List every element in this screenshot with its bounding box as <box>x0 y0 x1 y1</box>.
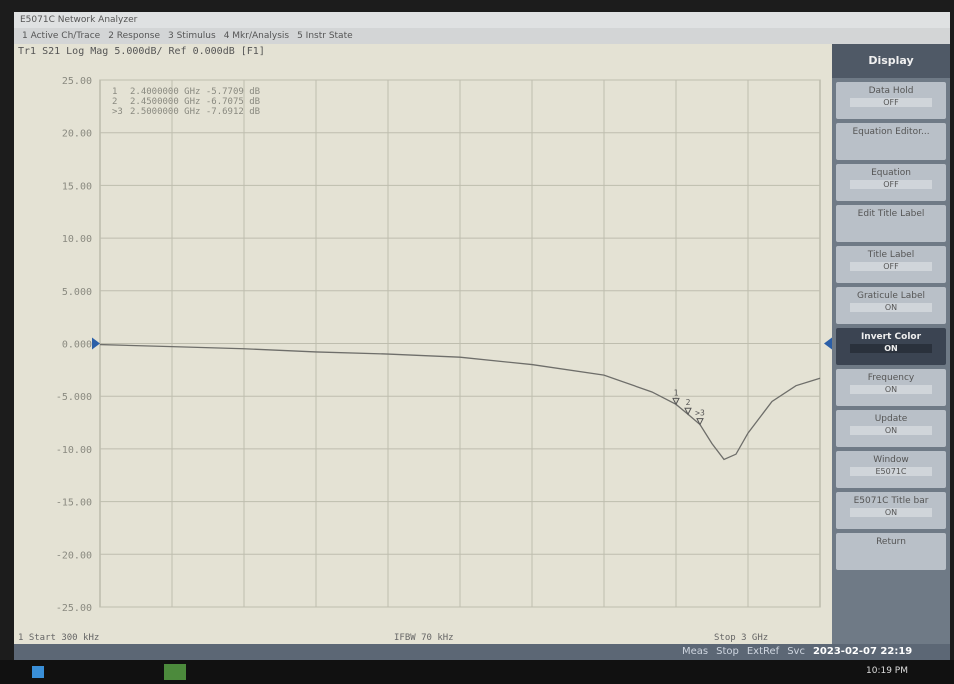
softkey[interactable]: Equation OFF <box>836 164 946 201</box>
softkey-label: Frequency <box>836 369 946 383</box>
marker-readout-number: 2 <box>112 97 117 107</box>
softkey[interactable]: Return <box>836 533 946 570</box>
menu-item[interactable]: 1 Active Ch/Trace <box>22 31 100 41</box>
y-tick-label: 25.00 <box>62 76 92 87</box>
softkey-state: OFF <box>850 180 932 189</box>
marker-number: 1 <box>674 388 679 397</box>
softkey-state: OFF <box>850 98 932 107</box>
y-tick-label: 0.000 <box>62 340 92 351</box>
menu-item[interactable]: 4 Mkr/Analysis <box>224 31 289 41</box>
y-tick-label: -10.00 <box>56 445 92 456</box>
softkey-label: Return <box>836 533 946 547</box>
status-item: Meas <box>682 646 708 657</box>
softkey-state: ON <box>850 385 932 394</box>
y-tick-label: -15.00 <box>56 498 92 509</box>
start-button[interactable] <box>32 666 44 678</box>
menu-bar: 1 Active Ch/Trace 2 Response 3 Stimulus 4 M… <box>14 28 950 44</box>
softkey-label: Graticule Label <box>836 287 946 301</box>
status-item: Svc <box>787 646 805 657</box>
status-item: ExtRef <box>747 646 779 657</box>
window-title: E5071C Network Analyzer <box>14 12 950 28</box>
app-icon[interactable] <box>164 664 186 680</box>
softkey[interactable]: Data Hold OFF <box>836 82 946 119</box>
marker-readout: 2.4000000 GHz -5.7709 dB <box>130 87 260 97</box>
ref-arrow-right <box>824 338 832 350</box>
marker <box>697 419 703 425</box>
chart-area: Tr1 S21 Log Mag 5.000dB/ Ref 0.000dB [F1… <box>14 44 832 644</box>
softkey[interactable]: Edit Title Label <box>836 205 946 242</box>
menu-item[interactable]: 3 Stimulus <box>168 31 216 41</box>
softkey[interactable]: Invert Color ON <box>836 328 946 365</box>
chart: Tr1 S21 Log Mag 5.000dB/ Ref 0.000dB [F1… <box>14 44 832 644</box>
y-tick-label: -5.000 <box>56 392 92 403</box>
softkey[interactable]: Graticule Label ON <box>836 287 946 324</box>
softkey[interactable]: Title Label OFF <box>836 246 946 283</box>
marker-readout-number: >3 <box>112 107 123 117</box>
softkey[interactable]: E5071C Title bar ON <box>836 492 946 529</box>
y-tick-label: 10.00 <box>62 234 92 245</box>
status-bar: Meas Stop ExtRef Svc 2023-02-07 22:19 <box>14 644 950 660</box>
y-tick-label: 20.00 <box>62 129 92 140</box>
y-tick-label: -20.00 <box>56 550 92 561</box>
marker-number: >3 <box>695 409 705 418</box>
softkey-panel: Display Data Hold OFF Equation Editor... Eq… <box>832 44 950 644</box>
trace-header: Tr1 S21 Log Mag 5.000dB/ Ref 0.000dB [F1… <box>18 46 265 57</box>
softkey-label: Edit Title Label <box>836 205 946 219</box>
softkey-label: Equation Editor... <box>836 123 946 137</box>
y-tick-label: 15.00 <box>62 181 92 192</box>
softkey-state: ON <box>850 344 932 353</box>
status-datetime: 2023-02-07 22:19 <box>813 646 912 657</box>
menu-item[interactable]: 2 Response <box>108 31 160 41</box>
softkey-state: ON <box>850 303 932 312</box>
stop-label: Stop 3 GHz <box>714 633 768 643</box>
softkey-state: ON <box>850 426 932 435</box>
softkey-label: Update <box>836 410 946 424</box>
softkey-label: Invert Color <box>836 328 946 342</box>
clock: 10:19 PM <box>866 666 908 676</box>
analyzer-screen: E5071C Network Analyzer 1 Active Ch/Trac… <box>14 12 950 660</box>
y-tick-label: 5.000 <box>62 287 92 298</box>
softkey-label: Title Label <box>836 246 946 260</box>
ifbw-label: IFBW 70 kHz <box>394 633 454 643</box>
softkey-label: Data Hold <box>836 82 946 96</box>
menu-item[interactable]: 5 Instr State <box>297 31 353 41</box>
softkey-state: ON <box>850 508 932 517</box>
marker-readout: 2.5000000 GHz -7.6912 dB <box>130 107 260 117</box>
marker-readout: 2.4500000 GHz -6.7075 dB <box>130 97 260 107</box>
softkey[interactable]: Window E5071C <box>836 451 946 488</box>
softkey-header: Display <box>832 44 950 78</box>
softkey[interactable]: Frequency ON <box>836 369 946 406</box>
marker-number: 2 <box>686 398 691 407</box>
start-label: 1 Start 300 kHz <box>18 633 99 643</box>
softkey[interactable]: Equation Editor... <box>836 123 946 160</box>
y-tick-label: -25.00 <box>56 603 92 614</box>
marker-readout-number: 1 <box>112 87 117 97</box>
softkey-state: OFF <box>850 262 932 271</box>
page: {"window_title": "E5071C Network Analyze… <box>0 0 954 684</box>
taskbar: 10:19 PM <box>0 660 954 684</box>
softkey-label: E5071C Title bar <box>836 492 946 506</box>
softkey-label: Window <box>836 451 946 465</box>
ref-arrow-left <box>92 338 100 350</box>
status-item: Stop <box>716 646 739 657</box>
softkey-label: Equation <box>836 164 946 178</box>
softkey-state: E5071C <box>850 467 932 476</box>
softkey[interactable]: Update ON <box>836 410 946 447</box>
